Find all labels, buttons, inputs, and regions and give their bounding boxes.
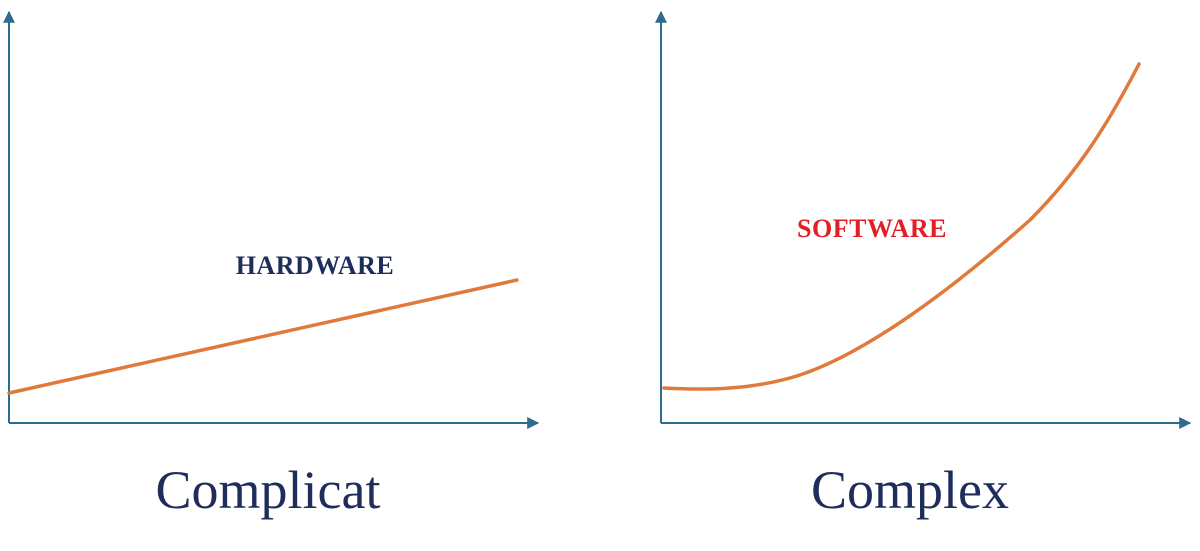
software-curve <box>662 62 1141 391</box>
left-panel: HARDWARE Complicat <box>2 10 540 520</box>
hardware-line <box>7 278 519 395</box>
software-label: SOFTWARE <box>797 214 947 243</box>
right-panel: SOFTWARE Complex <box>655 10 1192 520</box>
left-caption: Complicat <box>156 460 381 520</box>
right-caption: Complex <box>811 460 1009 520</box>
hardware-label: HARDWARE <box>236 251 395 280</box>
